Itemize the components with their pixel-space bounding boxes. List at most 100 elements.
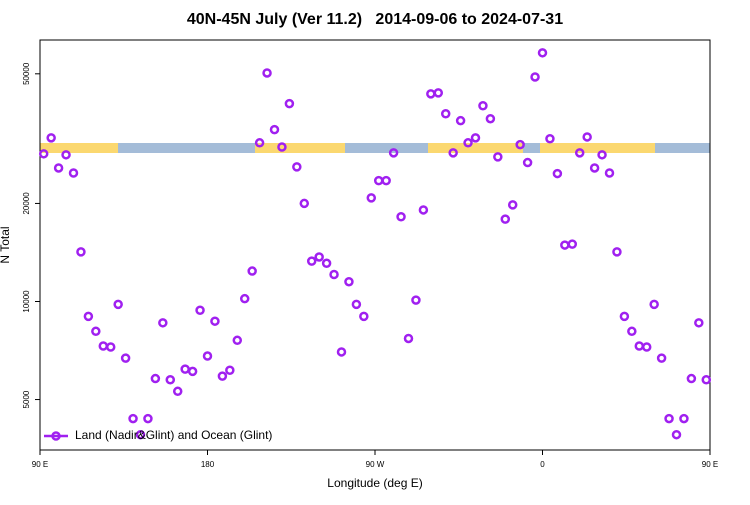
data-point: [262, 68, 272, 78]
data-point: [373, 175, 384, 186]
legend-marker: [51, 431, 61, 441]
data-point: [225, 365, 235, 376]
data-point: [143, 413, 153, 424]
x-tick-label: 90 E: [702, 460, 718, 469]
data-point: [359, 311, 369, 322]
data-point: [597, 150, 607, 160]
data-point: [552, 168, 563, 179]
data-point: [336, 347, 347, 357]
data-point: [582, 132, 592, 142]
y-axis-label: N Total: [0, 226, 12, 263]
x-tick-label: 0: [540, 460, 545, 469]
data-point: [321, 258, 332, 269]
data-point: [277, 142, 287, 152]
data-point: [217, 371, 228, 381]
data-point: [649, 299, 659, 310]
data-point: [440, 109, 451, 119]
data-point: [664, 413, 674, 424]
data-point: [314, 252, 324, 262]
data-point: [686, 373, 697, 384]
data-point: [701, 375, 712, 385]
data-point: [507, 200, 518, 210]
data-point: [455, 115, 466, 126]
data-point: [46, 133, 56, 143]
data-point: [485, 113, 496, 124]
chart-title: 40N-45N July (Ver 11.2) 2014-09-06 to 20…: [187, 11, 563, 28]
data-point: [292, 162, 302, 172]
data-point: [187, 366, 198, 377]
x-tick-label: 180: [201, 460, 215, 469]
data-point: [165, 375, 176, 385]
x-tick-label: 90 W: [366, 460, 385, 469]
x-axis-label: Longitude (deg E): [327, 476, 422, 490]
data-point: [158, 318, 168, 328]
data-point: [254, 138, 265, 148]
data-point: [210, 316, 220, 326]
data-point: [172, 386, 183, 397]
data-point: [135, 429, 146, 440]
data-point: [403, 333, 414, 344]
data-point: [105, 342, 116, 352]
data-point: [515, 139, 525, 150]
data-point: [619, 311, 630, 322]
data-point: [232, 335, 243, 346]
data-point: [589, 163, 600, 173]
data-point: [83, 311, 94, 322]
data-point: [478, 100, 488, 111]
x-tick-label: 90 E: [32, 460, 48, 469]
plot-frame: [39, 39, 711, 451]
data-point: [98, 341, 109, 351]
data-point: [627, 326, 637, 337]
data-point: [120, 353, 131, 363]
data-point: [448, 148, 458, 158]
legend-label: Land (Nadir&Glint) and Ocean (Glint): [75, 428, 272, 442]
data-point: [284, 98, 295, 109]
data-point: [493, 152, 503, 162]
data-point: [53, 163, 64, 173]
data-point: [344, 276, 354, 287]
data-point: [329, 269, 339, 280]
data-point: [567, 239, 578, 249]
data-point: [463, 138, 473, 148]
y-tick-label: 10000: [22, 290, 31, 313]
data-point: [76, 247, 86, 257]
y-tick-label: 50000: [22, 62, 31, 85]
data-point: [530, 72, 540, 82]
data-point: [500, 214, 511, 224]
data-point: [68, 168, 79, 178]
data-point: [574, 148, 585, 158]
data-point: [195, 305, 205, 315]
data-point: [150, 373, 161, 384]
data-point: [612, 247, 622, 257]
y-tick-label: 20000: [22, 192, 31, 215]
data-point: [679, 413, 689, 424]
data-point: [299, 198, 310, 209]
y-tick-label: 5000: [22, 390, 31, 408]
data-point: [411, 295, 421, 305]
data-point: [61, 150, 71, 160]
data-point: [366, 193, 377, 203]
data-point: [418, 205, 429, 215]
data-point: [113, 299, 123, 310]
data-point: [522, 157, 533, 168]
data-point: [239, 293, 250, 304]
data-point: [128, 413, 138, 424]
data-point: [351, 299, 362, 310]
data-point: [641, 342, 652, 352]
data-point: [694, 318, 704, 328]
data-point: [306, 256, 317, 266]
data-point: [202, 351, 213, 361]
data-point: [470, 133, 481, 143]
data-point: [269, 124, 280, 135]
data-point: [671, 429, 682, 440]
data-point: [560, 240, 570, 250]
data-point: [396, 212, 406, 222]
data-point: [426, 89, 436, 99]
data-point: [381, 175, 391, 186]
data-point: [634, 341, 645, 351]
data-point: [545, 133, 555, 144]
data-point: [247, 266, 257, 276]
data-point: [91, 326, 101, 337]
data-point: [537, 48, 548, 58]
